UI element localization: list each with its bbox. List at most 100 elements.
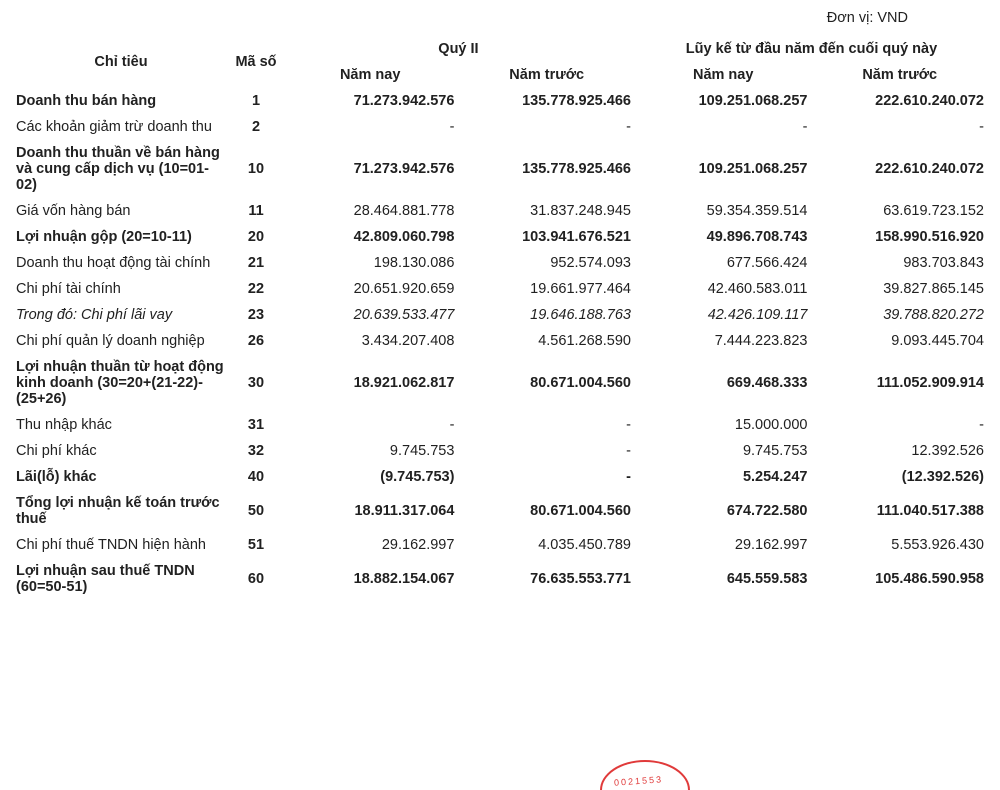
row-value: 111.052.909.914 [811, 354, 988, 412]
row-value: (9.745.753) [282, 464, 459, 490]
row-value: - [458, 438, 635, 464]
row-value: 669.468.333 [635, 354, 812, 412]
row-value: 645.559.583 [635, 558, 812, 600]
row-value: - [458, 114, 635, 140]
table-row: Chi phí tài chính2220.651.920.65919.661.… [12, 276, 988, 302]
row-value: 4.561.268.590 [458, 328, 635, 354]
table-row: Tổng lợi nhuận kế toán trước thuế5018.91… [12, 490, 988, 532]
row-value: 63.619.723.152 [811, 198, 988, 224]
row-value: 9.745.753 [635, 438, 812, 464]
row-value: 105.486.590.958 [811, 558, 988, 600]
row-value: 39.827.865.145 [811, 276, 988, 302]
row-code: 32 [230, 438, 282, 464]
table-row: Doanh thu thuần về bán hàng và cung cấp … [12, 140, 988, 198]
row-code: 1 [230, 88, 282, 114]
header-q2-prev-year: Năm trước [458, 62, 635, 88]
row-code: 10 [230, 140, 282, 198]
row-value: 20.639.533.477 [282, 302, 459, 328]
table-row: Giá vốn hàng bán1128.464.881.77831.837.2… [12, 198, 988, 224]
row-value: 42.809.060.798 [282, 224, 459, 250]
row-value: 18.882.154.067 [282, 558, 459, 600]
row-label: Lợi nhuận gộp (20=10-11) [12, 224, 230, 250]
row-value: 222.610.240.072 [811, 140, 988, 198]
row-value: - [811, 114, 988, 140]
row-value: 29.162.997 [282, 532, 459, 558]
row-value: 28.464.881.778 [282, 198, 459, 224]
row-value: 135.778.925.466 [458, 88, 635, 114]
header-indicator: Chỉ tiêu [12, 36, 230, 88]
header-ytd-this-year: Năm nay [635, 62, 812, 88]
stamp-number: 0021553 [614, 774, 664, 787]
row-code: 40 [230, 464, 282, 490]
row-value: 5.254.247 [635, 464, 812, 490]
row-code: 30 [230, 354, 282, 412]
table-row: Các khoản giảm trừ doanh thu2---- [12, 114, 988, 140]
row-label: Lợi nhuận sau thuế TNDN (60=50-51) [12, 558, 230, 600]
row-value: 222.610.240.072 [811, 88, 988, 114]
row-value: 80.671.004.560 [458, 354, 635, 412]
row-value: 3.434.207.408 [282, 328, 459, 354]
table-row: Doanh thu hoạt động tài chính21198.130.0… [12, 250, 988, 276]
table-row: Trong đó: Chi phí lãi vay2320.639.533.47… [12, 302, 988, 328]
row-code: 50 [230, 490, 282, 532]
table-row: Thu nhập khác31--15.000.000- [12, 412, 988, 438]
row-label: Doanh thu bán hàng [12, 88, 230, 114]
row-value: - [282, 114, 459, 140]
row-label: Doanh thu thuần về bán hàng và cung cấp … [12, 140, 230, 198]
row-value: - [458, 412, 635, 438]
table-row: Chi phí quản lý doanh nghiệp263.434.207.… [12, 328, 988, 354]
header-group-ytd: Lũy kế từ đầu năm đến cuối quý này [635, 36, 988, 62]
table-row: Chi phí khác329.745.753-9.745.75312.392.… [12, 438, 988, 464]
table-row: Lợi nhuận gộp (20=10-11)2042.809.060.798… [12, 224, 988, 250]
table-row: Chi phí thuế TNDN hiện hành5129.162.9974… [12, 532, 988, 558]
row-value: 674.722.580 [635, 490, 812, 532]
row-label: Chi phí khác [12, 438, 230, 464]
row-value: 15.000.000 [635, 412, 812, 438]
header-q2-this-year: Năm nay [282, 62, 459, 88]
row-value: 109.251.068.257 [635, 88, 812, 114]
header-group-q2: Quý II [282, 36, 635, 62]
table-row: Doanh thu bán hàng171.273.942.576135.778… [12, 88, 988, 114]
row-value: 31.837.248.945 [458, 198, 635, 224]
header-code: Mã số [230, 36, 282, 88]
row-code: 22 [230, 276, 282, 302]
row-value: 18.911.317.064 [282, 490, 459, 532]
row-value: 19.661.977.464 [458, 276, 635, 302]
row-value: 135.778.925.466 [458, 140, 635, 198]
row-value: 80.671.004.560 [458, 490, 635, 532]
row-value: 5.553.926.430 [811, 532, 988, 558]
header-ytd-prev-year: Năm trước [811, 62, 988, 88]
row-value: - [811, 412, 988, 438]
row-label: Chi phí tài chính [12, 276, 230, 302]
stamp-icon: 0021553 [600, 760, 690, 790]
row-code: 31 [230, 412, 282, 438]
row-label: Các khoản giảm trừ doanh thu [12, 114, 230, 140]
row-label: Giá vốn hàng bán [12, 198, 230, 224]
row-value: 12.392.526 [811, 438, 988, 464]
row-value: 71.273.942.576 [282, 88, 459, 114]
row-value: 158.990.516.920 [811, 224, 988, 250]
row-value: 103.941.676.521 [458, 224, 635, 250]
row-value: 111.040.517.388 [811, 490, 988, 532]
row-label: Chi phí thuế TNDN hiện hành [12, 532, 230, 558]
row-value: 42.460.583.011 [635, 276, 812, 302]
row-value: 9.093.445.704 [811, 328, 988, 354]
table-row: Lợi nhuận thuần từ hoạt động kinh doanh … [12, 354, 988, 412]
row-value: 39.788.820.272 [811, 302, 988, 328]
row-code: 60 [230, 558, 282, 600]
row-value: 7.444.223.823 [635, 328, 812, 354]
row-value: 42.426.109.117 [635, 302, 812, 328]
row-value: 29.162.997 [635, 532, 812, 558]
row-code: 21 [230, 250, 282, 276]
row-value: 983.703.843 [811, 250, 988, 276]
row-code: 2 [230, 114, 282, 140]
table-row: Lợi nhuận sau thuế TNDN (60=50-51)6018.8… [12, 558, 988, 600]
row-value: 4.035.450.789 [458, 532, 635, 558]
row-label: Trong đó: Chi phí lãi vay [12, 302, 230, 328]
row-value: - [282, 412, 459, 438]
row-label: Chi phí quản lý doanh nghiệp [12, 328, 230, 354]
row-value: 198.130.086 [282, 250, 459, 276]
unit-label: Đơn vị: VND [12, 10, 988, 26]
row-value: - [458, 464, 635, 490]
row-value: 952.574.093 [458, 250, 635, 276]
